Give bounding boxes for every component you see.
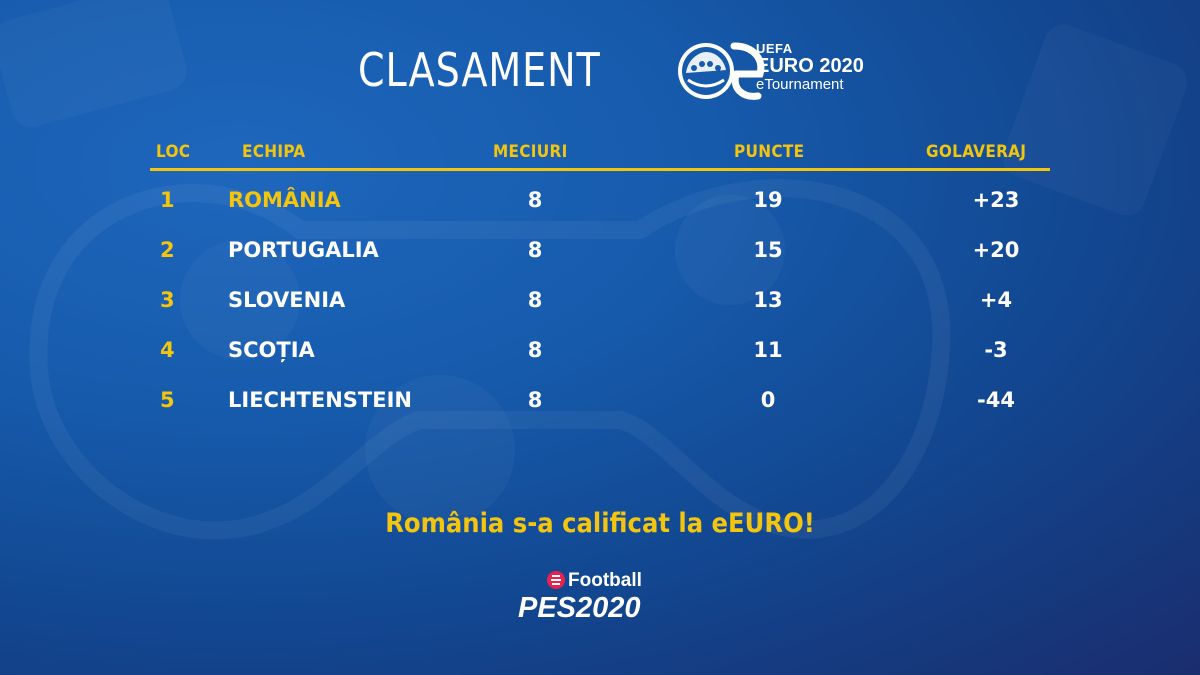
- table-row: 5 LIECHTENSTEIN 8 0 -44: [150, 382, 1050, 422]
- logo-euro-text: EURO 2020: [756, 55, 864, 77]
- row-goal-difference: -3: [984, 338, 1008, 362]
- logo-etournament-text: eTournament: [756, 76, 844, 93]
- row-matches: 8: [527, 288, 543, 312]
- row-rank: 4: [160, 338, 175, 362]
- table-row: 4 SCOȚIA 8 11 -3: [150, 332, 1050, 372]
- column-header-echipa: ECHIPA: [242, 142, 306, 162]
- row-team: SLOVENIA: [228, 288, 346, 312]
- standings-table-header: LOC ECHIPA MECIURI PUNCTE GOLAVERAJ: [150, 140, 1050, 171]
- table-row: 3 SLOVENIA 8 13 +4: [150, 282, 1050, 322]
- row-rank: 2: [160, 238, 175, 262]
- row-matches: 8: [527, 338, 543, 362]
- row-points: 13: [753, 288, 783, 312]
- pes-2020-text: PES2020: [518, 592, 641, 624]
- row-points: 19: [753, 188, 783, 212]
- row-goal-difference: -44: [977, 388, 1015, 412]
- row-matches: 8: [527, 188, 543, 212]
- row-team: ROMÂNIA: [228, 188, 341, 212]
- page-title: CLASAMENT: [358, 43, 601, 97]
- row-goal-difference: +4: [979, 288, 1013, 312]
- row-matches: 8: [527, 388, 543, 412]
- row-matches: 8: [527, 238, 543, 262]
- efootball-e-icon: [547, 571, 565, 589]
- row-goal-difference: +23: [972, 188, 1020, 212]
- efootball-text: Football: [568, 570, 642, 591]
- row-team: LIECHTENSTEIN: [228, 388, 412, 412]
- row-points: 0: [760, 388, 776, 412]
- table-row: 2 PORTUGALIA 8 15 +20: [150, 232, 1050, 272]
- pes-2020-logo: Football PES2020: [518, 568, 688, 624]
- header: CLASAMENT UEFA EURO 2020 eTournament: [0, 30, 1200, 110]
- row-points: 15: [753, 238, 783, 262]
- column-header-puncte: PUNCTE: [734, 142, 805, 162]
- row-rank: 1: [160, 188, 175, 212]
- euro-2020-trophy-logo-icon: [678, 42, 765, 100]
- row-team: PORTUGALIA: [228, 238, 379, 262]
- row-rank: 5: [160, 388, 175, 412]
- column-header-meciuri: MECIURI: [493, 142, 568, 162]
- row-team: SCOȚIA: [228, 338, 315, 362]
- row-points: 11: [753, 338, 783, 362]
- logo-uefa-text: UEFA: [756, 41, 793, 56]
- row-goal-difference: +20: [972, 238, 1020, 262]
- row-rank: 3: [160, 288, 175, 312]
- qualification-message: România s-a calificat la eEURO!: [385, 508, 815, 539]
- table-row: 1 ROMÂNIA 8 19 +23: [150, 182, 1050, 222]
- column-header-loc: LOC: [156, 142, 191, 162]
- euro-logo-text: UEFA EURO 2020 eTournament: [756, 42, 864, 92]
- column-header-golaveraj: GOLAVERAJ: [926, 142, 1027, 162]
